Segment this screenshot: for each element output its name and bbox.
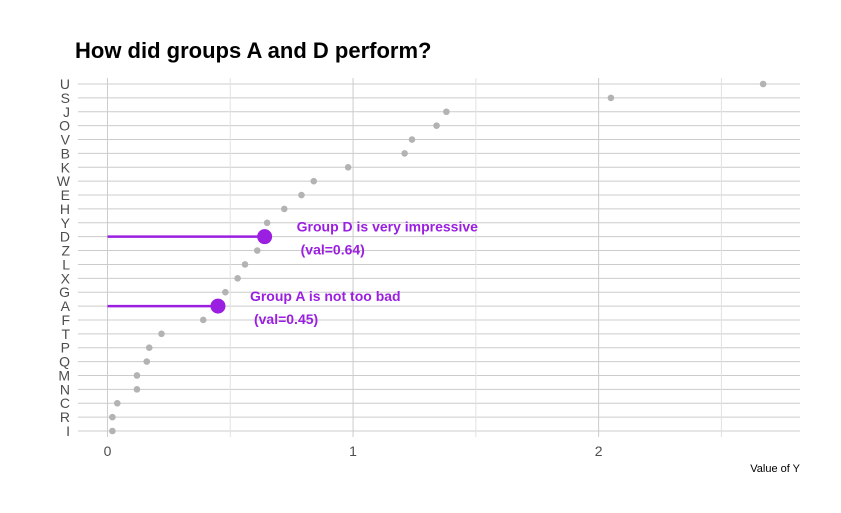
point-F [199, 316, 207, 324]
x-axis-ticks: 0 1 2 [104, 443, 603, 459]
point-Z [253, 247, 261, 254]
point-S [607, 94, 615, 102]
point-M [133, 372, 141, 379]
point-Y [263, 219, 271, 227]
point-J [443, 108, 450, 116]
category-label-W: W [57, 173, 71, 189]
category-label-X: X [61, 270, 71, 286]
highlight-point-A [210, 298, 226, 314]
point-U [759, 80, 767, 88]
point-W [310, 177, 318, 185]
x-tick-label: 2 [595, 443, 603, 459]
point-N [133, 386, 141, 393]
category-label-U: U [60, 76, 70, 92]
point-B [401, 150, 408, 157]
point-E [298, 191, 305, 199]
category-label-G: G [59, 284, 70, 300]
point-L [241, 261, 249, 268]
data-points [109, 80, 767, 435]
annotation-A-line1: Group A is not too bad [250, 288, 401, 304]
category-label-M: M [58, 367, 70, 383]
chart-title: How did groups A and D perform? [75, 38, 431, 63]
category-label-O: O [59, 118, 70, 134]
category-label-N: N [60, 381, 70, 397]
category-label-H: H [60, 201, 70, 217]
grid [78, 78, 800, 437]
category-label-P: P [61, 340, 70, 356]
point-V [408, 136, 416, 143]
point-T [158, 330, 165, 338]
point-O [433, 122, 440, 129]
category-label-Q: Q [59, 354, 70, 370]
category-label-A: A [61, 298, 71, 314]
category-label-C: C [60, 395, 70, 411]
annotation-D-line1: Group D is very impressive [297, 219, 479, 235]
point-R [109, 413, 116, 421]
category-label-L: L [62, 256, 70, 272]
highlight-lines [107, 235, 265, 308]
x-axis-title: Value of Y [750, 463, 800, 475]
category-label-Z: Z [61, 243, 70, 259]
x-tick-label: 0 [104, 443, 112, 459]
category-label-T: T [61, 326, 70, 342]
point-Q [143, 358, 151, 365]
category-label-E: E [61, 187, 70, 203]
annotations: Group D is very impressive (val=0.64) Grou… [250, 219, 478, 327]
category-label-B: B [61, 145, 70, 161]
point-C [113, 399, 121, 407]
category-label-F: F [61, 312, 70, 328]
point-P [145, 344, 153, 352]
x-tick-label: 1 [349, 443, 357, 459]
category-label-J: J [63, 104, 70, 120]
category-label-S: S [61, 90, 70, 106]
category-label-I: I [66, 423, 70, 439]
category-label-Y: Y [61, 215, 71, 231]
annotation-A-line2: (val=0.45) [254, 311, 318, 327]
point-X [234, 275, 241, 282]
annotation-D-line2: (val=0.64) [301, 242, 365, 258]
category-label-K: K [61, 159, 71, 175]
category-label-R: R [60, 409, 70, 425]
point-I [109, 427, 116, 435]
highlight-point-D [257, 229, 273, 245]
point-K [344, 163, 352, 171]
point-G [222, 288, 229, 296]
point-H [280, 205, 288, 213]
category-label-V: V [61, 132, 71, 148]
category-label-D: D [60, 229, 70, 245]
